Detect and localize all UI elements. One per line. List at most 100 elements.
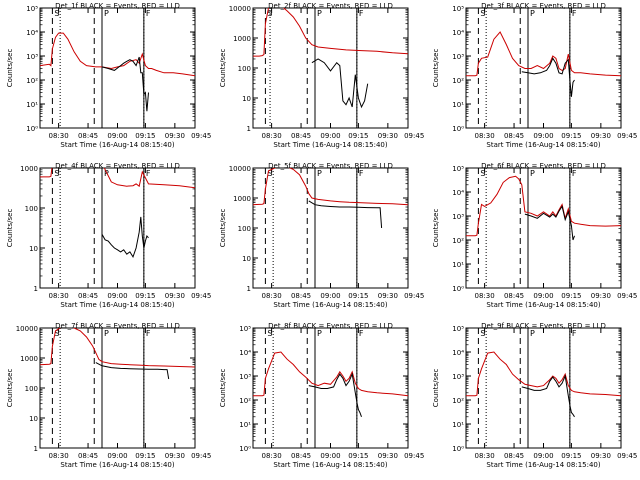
black-series-line: [521, 374, 575, 418]
y-tick-label: 1000: [233, 195, 251, 203]
x-axis-label: Start Time (16-Aug-14 08:15:40): [273, 461, 387, 469]
x-tick-label: 09:15: [135, 452, 155, 460]
panel-3: 10⁰ 10¹ 10² 10³ 10⁴ 10⁵ 08:30 08:45 09:00 09:15 09…: [432, 2, 637, 149]
y-tick-label: 10: [29, 415, 38, 423]
marker-label-s: S: [267, 9, 272, 18]
plot-frame: [465, 327, 622, 449]
y-tick-label: 1: [34, 285, 38, 293]
x-tick-label: 08:45: [78, 292, 98, 300]
marker-label-p: P: [317, 329, 322, 338]
y-tick-label: 10⁴: [239, 349, 251, 357]
marker-label-s: S: [480, 329, 485, 338]
x-tick-label: 09:30: [378, 132, 398, 140]
x-tick-label: 08:45: [291, 452, 311, 460]
y-tick-label: 10¹: [452, 261, 464, 269]
black-series-line: [308, 200, 383, 229]
y-tick-label: 10⁵: [26, 5, 38, 13]
x-tick-label: 09:00: [320, 452, 340, 460]
x-axis-label: Start Time (16-Aug-14 08:15:40): [273, 301, 387, 309]
y-tick-label: 1000: [20, 355, 38, 363]
y-tick-label: 10³: [26, 53, 38, 61]
y-axis-label: Counts/sec: [219, 49, 227, 88]
y-tick-label: 10⁴: [452, 189, 464, 197]
x-tick-label: 09:00: [533, 292, 553, 300]
red-series-line: [466, 351, 621, 397]
y-axis-label: Counts/sec: [432, 369, 440, 408]
y-tick-label: 1000: [233, 35, 251, 43]
x-axis-label: Start Time (16-Aug-14 08:15:40): [486, 141, 600, 149]
y-axis-label: Counts/sec: [6, 369, 14, 408]
y-tick-label: 10⁴: [26, 29, 38, 37]
x-tick-label: 09:45: [191, 452, 211, 460]
y-tick-label: 1: [34, 445, 38, 453]
y-axis-label: Counts/sec: [219, 209, 227, 248]
y-tick-label: 10¹: [452, 101, 464, 109]
x-axis-label: Start Time (16-Aug-14 08:15:40): [60, 301, 174, 309]
marker-label-f: F: [359, 9, 364, 18]
x-tick-label: 09:30: [165, 292, 185, 300]
x-tick-label: 09:45: [404, 292, 424, 300]
x-tick-label: 08:30: [49, 132, 69, 140]
panel-title: Det_5f BLACK = Events, RED = LLD: [268, 162, 393, 170]
black-series-line: [308, 372, 362, 417]
marker-label-f: F: [572, 329, 577, 338]
y-axis-label: Counts/sec: [432, 49, 440, 88]
marker-label-s: S: [54, 329, 59, 338]
marker-label-s: S: [480, 9, 485, 18]
x-tick-label: 09:00: [533, 452, 553, 460]
x-tick-label: 09:30: [165, 452, 185, 460]
x-tick-label: 09:45: [191, 292, 211, 300]
marker-label-s: S: [54, 169, 59, 178]
marker-label-f: F: [359, 329, 364, 338]
panel-4: 1 10 100 1000 08:30 08:45 09:00 09:15 09:30 09:45…: [6, 162, 211, 309]
marker-label-p: P: [317, 9, 322, 18]
y-tick-label: 10000: [229, 165, 251, 173]
marker-label-f: F: [146, 329, 151, 338]
y-tick-label: 1: [247, 285, 251, 293]
y-axis-label: Counts/sec: [6, 209, 14, 248]
x-tick-label: 09:00: [107, 452, 127, 460]
y-tick-label: 10⁰: [452, 125, 464, 133]
x-axis-label: Start Time (16-Aug-14 08:15:40): [486, 461, 600, 469]
panel-6: 10⁰ 10¹ 10² 10³ 10⁴ 10⁵ 08:30 08:45 09:00 09:15 09…: [432, 162, 637, 309]
panel-title: Det_2f BLACK = Events, RED = LLD: [268, 2, 393, 10]
marker-label-s: S: [54, 9, 59, 18]
x-tick-label: 09:00: [107, 292, 127, 300]
y-tick-label: 10000: [229, 5, 251, 13]
panel-title: Det_7f BLACK = Events, RED = LLD: [55, 322, 180, 330]
x-tick-label: 09:00: [320, 292, 340, 300]
y-tick-label: 10⁴: [452, 349, 464, 357]
panel-7: 1 10 100 1000 10000 08:30 08:45 09:00 09:15 09:30…: [6, 322, 211, 469]
x-tick-label: 08:45: [504, 292, 524, 300]
x-tick-label: 08:45: [504, 452, 524, 460]
x-tick-label: 08:30: [475, 132, 495, 140]
y-tick-label: 1000: [20, 165, 38, 173]
y-axis-label: Counts/sec: [432, 209, 440, 248]
y-tick-label: 10000: [16, 325, 38, 333]
y-tick-label: 10²: [239, 397, 251, 405]
marker-label-s: S: [267, 169, 272, 178]
red-series-line: [466, 31, 621, 77]
y-tick-label: 10¹: [452, 421, 464, 429]
panel-title: Det_1f BLACK = Events, RED = LLD: [55, 2, 180, 10]
x-tick-label: 08:30: [475, 452, 495, 460]
y-tick-label: 10: [29, 245, 38, 253]
x-axis-label: Start Time (16-Aug-14 08:15:40): [486, 301, 600, 309]
y-axis-label: Counts/sec: [219, 369, 227, 408]
black-series-line: [524, 205, 575, 241]
x-tick-label: 09:15: [348, 452, 368, 460]
x-tick-label: 09:00: [107, 132, 127, 140]
y-tick-label: 10⁰: [452, 445, 464, 453]
marker-label-s: S: [267, 329, 272, 338]
y-tick-label: 100: [238, 65, 251, 73]
panel-title: Det_9f BLACK = Events, RED = LLD: [481, 322, 606, 330]
black-series-line: [521, 57, 575, 97]
y-tick-label: 10¹: [26, 101, 38, 109]
marker-label-p: P: [104, 329, 109, 338]
y-tick-label: 10: [242, 95, 251, 103]
x-tick-label: 09:45: [617, 452, 637, 460]
x-axis-label: Start Time (16-Aug-14 08:15:40): [273, 141, 387, 149]
x-tick-label: 09:30: [591, 132, 611, 140]
red-series-line: [40, 32, 195, 77]
y-tick-label: 10⁰: [239, 445, 251, 453]
